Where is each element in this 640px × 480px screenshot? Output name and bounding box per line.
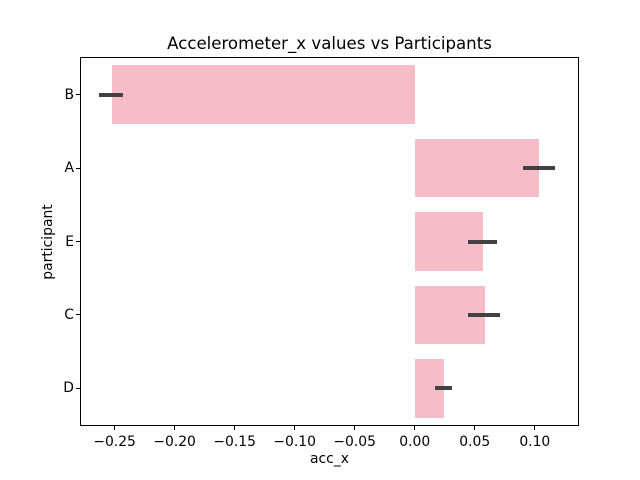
x-tick-label: 0.05 [459,434,491,450]
x-tick-label: −0.25 [93,434,136,450]
x-tick [294,426,296,430]
y-tick-A [76,167,80,169]
x-tick [174,426,176,430]
x-tick [534,426,536,430]
x-tick-label: 0.00 [399,434,431,450]
error-bar-D [434,386,452,391]
error-bar-B [98,92,123,97]
y-tick-label-C: C [64,306,74,323]
x-tick-label: −0.20 [153,434,196,450]
x-tick [354,426,356,430]
x-tick [234,426,236,430]
x-tick [114,426,116,430]
x-tick-label: −0.05 [333,434,376,450]
x-tick-label: 0.10 [519,434,551,450]
x-tick-label: −0.10 [273,434,316,450]
error-bar-E [467,239,497,244]
x-axis-label: acc_x [310,451,349,467]
chart-title: Accelerometer_x values vs Participants [167,34,492,53]
bar-B [111,65,415,125]
error-bar-C [467,312,500,317]
bar-A [414,138,539,198]
y-axis-label: participant [40,204,56,280]
y-tick-label-A: A [64,160,74,177]
y-tick-label-E: E [65,233,74,250]
y-tick-D [76,387,80,389]
x-tick-label: −0.15 [213,434,256,450]
x-tick [474,426,476,430]
y-tick-label-B: B [64,86,74,103]
error-bar-A [522,166,555,171]
y-tick-E [76,241,80,242]
x-tick [414,426,416,430]
y-tick-C [76,314,80,316]
y-tick-label-D: D [63,380,74,397]
y-tick-B [76,94,80,96]
